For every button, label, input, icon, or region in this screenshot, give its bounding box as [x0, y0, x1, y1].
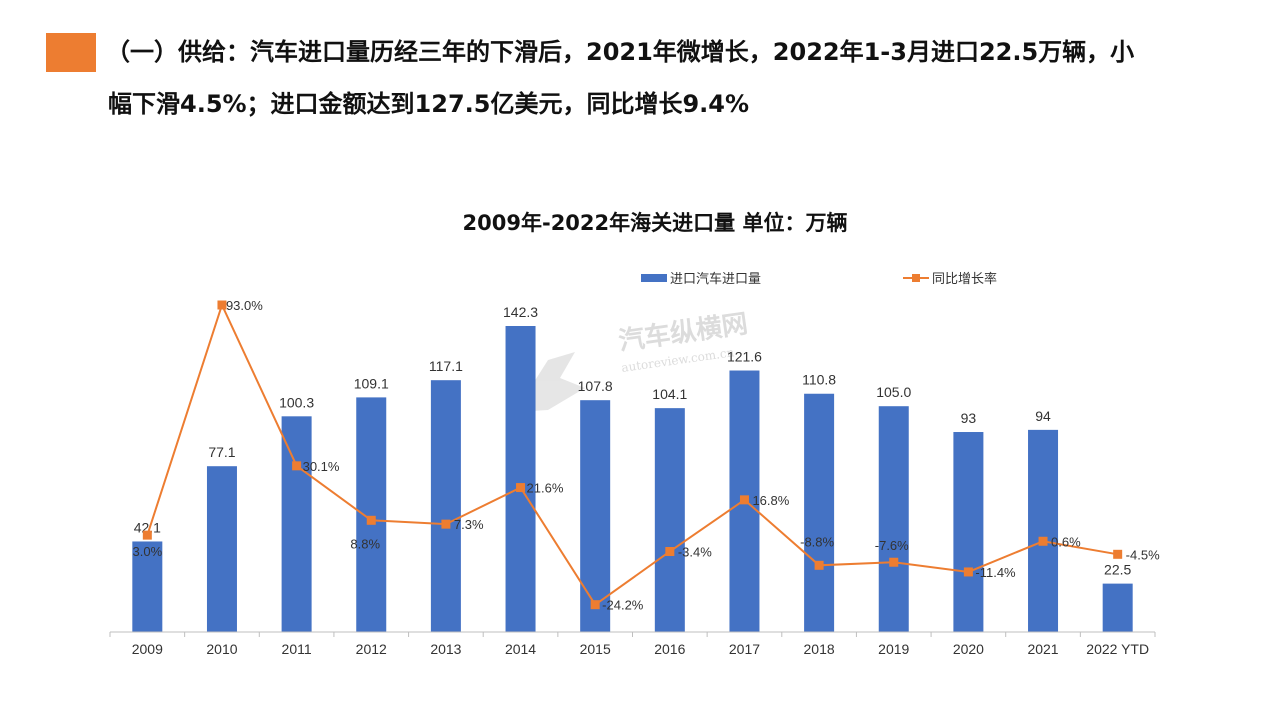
watermark: 汽车纵横网 autoreview.com.cn: [515, 308, 750, 412]
bar-2014: [505, 326, 536, 632]
bar-value-labels: 42.1 77.1 100.3 109.1 117.1 142.3 107.8 104.1 12…: [134, 304, 1132, 578]
x-tick-label: 2022 YTD: [1086, 641, 1149, 657]
rate-value-label: 21.6%: [527, 481, 564, 496]
bar-2020: [953, 432, 984, 632]
rate-marker: [1113, 549, 1123, 559]
legend-label-line: 同比增长率: [932, 271, 997, 287]
bar-2016: [654, 408, 685, 632]
bar-2015: [580, 400, 611, 632]
bar-value-label: 105.0: [876, 384, 911, 400]
rate-value-label: 16.8%: [752, 493, 789, 508]
x-tick-label: 2010: [206, 641, 237, 657]
x-tick-label: 2014: [505, 641, 536, 657]
rate-marker: [441, 519, 451, 529]
bar-value-label: 22.5: [1104, 562, 1131, 578]
x-axis-ticks: 2009 2010 2011 2012 2013 2014 2015 2016 2017 2018…: [109, 632, 1156, 657]
rate-marker: [665, 546, 675, 556]
x-tick-label: 2017: [729, 641, 760, 657]
rate-value-label: 0.6%: [1051, 534, 1081, 549]
x-tick-label: 2011: [282, 641, 312, 657]
legend-swatch-marker: [912, 274, 920, 282]
bar-2013: [430, 380, 461, 632]
legend-label-bar: 进口汽车进口量: [670, 271, 761, 287]
legend-swatch-bar: [641, 274, 667, 282]
bar-value-label: 42.1: [134, 519, 161, 535]
rate-value-labels: 3.0% 93.0% 30.1% 8.8% 7.3% 21.6% -24.2% -3.4% 16…: [133, 298, 1161, 613]
x-tick-label: 2019: [878, 641, 909, 657]
bar-2012: [356, 397, 387, 632]
rate-value-label: 3.0%: [133, 544, 163, 559]
x-tick-label: 2012: [356, 641, 387, 657]
rate-marker: [217, 300, 227, 310]
rate-marker: [739, 495, 749, 505]
bar-2009: [132, 541, 163, 632]
bar-value-label: 104.1: [652, 386, 687, 402]
rate-value-label: -24.2%: [602, 598, 644, 613]
bar-value-label: 100.3: [279, 394, 314, 410]
rate-marker: [814, 560, 824, 570]
rate-marker: [516, 483, 526, 493]
x-tick-label: 2018: [804, 641, 835, 657]
bar-2021: [1028, 429, 1059, 632]
rate-marker: [292, 461, 302, 471]
headline-line-1: （一）供给：汽车进口量历经三年的下滑后，2021年微增长，2022年1-3月进口…: [106, 38, 1135, 66]
rate-value-label: 30.1%: [303, 459, 340, 474]
x-tick-label: 2009: [132, 641, 163, 657]
rate-marker: [1038, 536, 1048, 546]
accent-block: [46, 33, 96, 72]
bar-value-label: 107.8: [578, 378, 613, 394]
headline: （一）供给：汽车进口量历经三年的下滑后，2021年微增长，2022年1-3月进口…: [106, 26, 1256, 130]
rate-value-label: 8.8%: [350, 536, 380, 551]
x-tick-label: 2013: [430, 641, 461, 657]
bar-value-label: 110.8: [802, 372, 836, 388]
bar-value-label: 93: [961, 410, 977, 426]
chart-title: 2009年-2022年海关进口量 单位：万辆: [463, 211, 848, 235]
rate-value-label: 7.3%: [454, 517, 484, 532]
bar-value-label: 109.1: [354, 375, 389, 391]
bar-2010: [206, 466, 237, 632]
rate-value-label: -4.5%: [1126, 547, 1160, 562]
bar-series: [132, 326, 1133, 632]
x-tick-label: 2021: [1027, 641, 1058, 657]
rate-value-label: -11.4%: [975, 565, 1016, 580]
rate-value-label: -7.6%: [875, 538, 909, 553]
rate-marker: [142, 530, 152, 540]
rate-marker: [366, 515, 376, 525]
bar-2019: [878, 406, 909, 632]
rate-value-label: -8.8%: [800, 534, 834, 549]
bar-value-label: 142.3: [503, 304, 538, 320]
bar-value-label: 117.1: [429, 358, 463, 374]
bar-value-label: 121.6: [727, 349, 762, 365]
bar-2018: [804, 393, 835, 632]
line-series: [142, 300, 1123, 610]
rate-marker: [590, 600, 600, 610]
rate-value-label: -3.4%: [678, 544, 712, 559]
bar-value-label: 94: [1035, 408, 1051, 424]
rate-marker: [889, 557, 899, 567]
chart-legend: 进口汽车进口量 同比增长率: [641, 271, 997, 287]
bar-2022-YTD: [1102, 583, 1133, 632]
bar-value-label: 77.1: [208, 444, 235, 460]
x-tick-label: 2015: [580, 641, 611, 657]
x-tick-label: 2016: [654, 641, 685, 657]
rate-value-label: 93.0%: [226, 298, 263, 313]
x-tick-label: 2020: [953, 641, 984, 657]
headline-line-2: 幅下滑4.5%；进口金额达到127.5亿美元，同比增长9.4%: [108, 90, 750, 118]
rate-line: [146, 302, 1118, 607]
bar-2011: [281, 416, 312, 632]
rate-marker: [963, 567, 973, 577]
